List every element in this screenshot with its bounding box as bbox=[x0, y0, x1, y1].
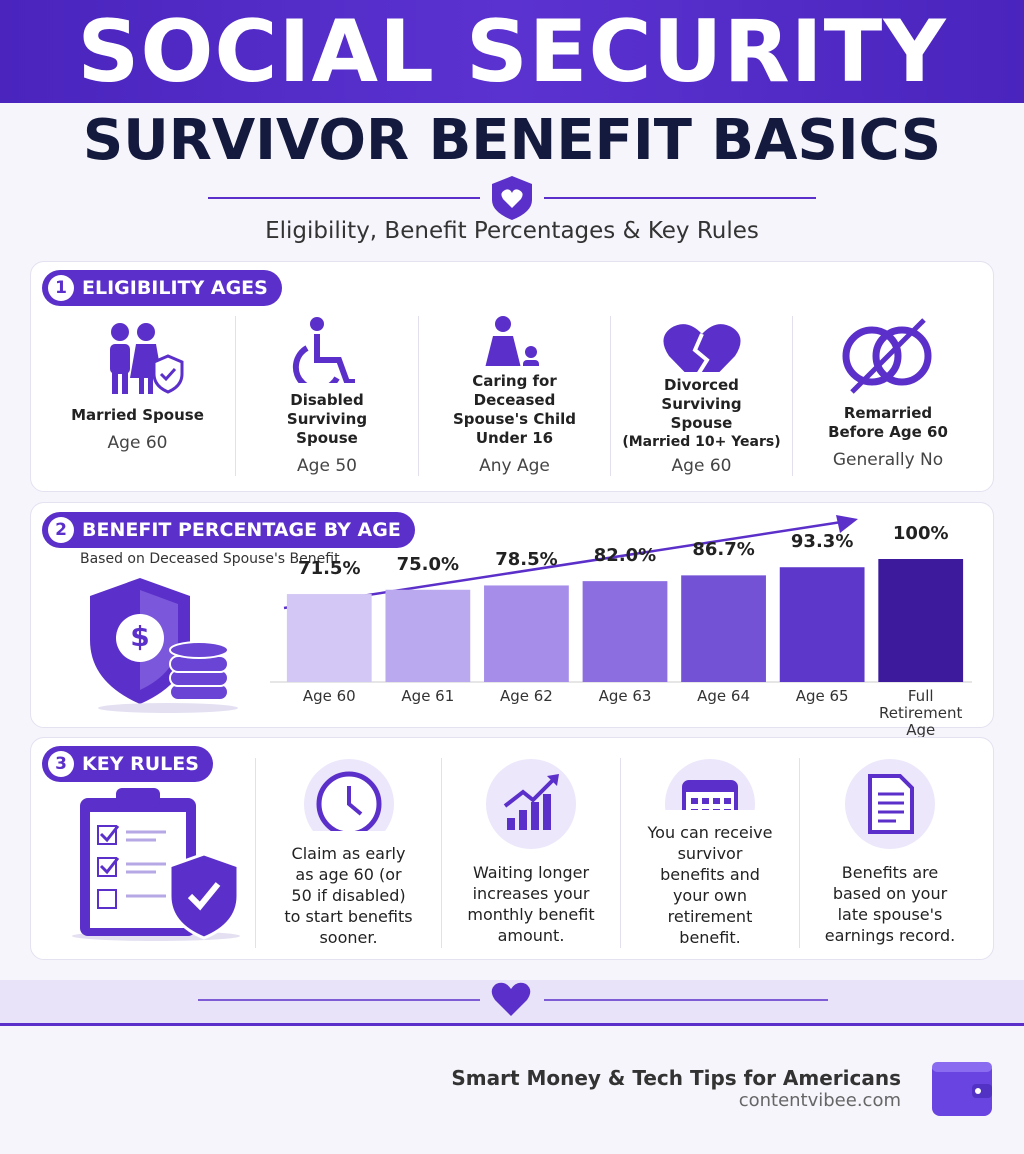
icon bbox=[109, 323, 183, 394]
eligibility-item: Married Spouse Age 60 bbox=[40, 316, 235, 476]
chart-plot bbox=[270, 515, 972, 683]
item-value: Any Age bbox=[479, 456, 550, 476]
title: SOCIAL SECURITY bbox=[77, 2, 947, 102]
rule-text: Claim as early as age 60 (or 50 if disab… bbox=[284, 844, 413, 947]
badge-number: 1 bbox=[48, 275, 74, 301]
item-note: (Married 10+ Years) bbox=[622, 434, 781, 450]
icon bbox=[842, 318, 932, 394]
icon bbox=[665, 759, 755, 810]
x-tick-label: Age 63 bbox=[598, 687, 652, 705]
bar bbox=[286, 594, 372, 682]
value-label: 78.5% bbox=[495, 549, 558, 571]
value-label: 86.7% bbox=[692, 539, 755, 561]
separator bbox=[255, 758, 256, 948]
value-label: 82.0% bbox=[593, 545, 657, 567]
item-value: Age 60 bbox=[107, 433, 168, 453]
separator bbox=[235, 316, 236, 476]
x-tick-label: Age 62 bbox=[499, 687, 553, 705]
eligibility-item: Disabled Surviving Spouse Age 50 bbox=[236, 316, 418, 476]
tagline: Eligibility, Benefit Percentages & Key R… bbox=[265, 218, 759, 244]
item-value: Age 60 bbox=[671, 456, 732, 476]
separator bbox=[792, 316, 793, 476]
bar bbox=[878, 559, 964, 682]
rule-item: You can receive survivor benefits and yo… bbox=[621, 758, 799, 948]
rule-text: Waiting longer increases your monthly be… bbox=[467, 863, 595, 945]
item-value: Age 50 bbox=[297, 456, 357, 476]
section-badge: 3 KEY RULES bbox=[42, 746, 213, 782]
separator bbox=[418, 316, 419, 476]
value-label: 75.0% bbox=[396, 553, 460, 575]
clipboard-icon bbox=[72, 788, 240, 941]
rule-item: Benefits are based on your late spouse's… bbox=[800, 758, 980, 948]
eligibility-item: Caring for Deceased Spouse's Child Under… bbox=[419, 316, 610, 476]
subtitle: SURVIVOR BENEFIT BASICS bbox=[82, 108, 942, 173]
separator bbox=[441, 758, 442, 948]
icon bbox=[303, 759, 394, 831]
badge-number: 2 bbox=[48, 517, 74, 543]
section-badge: 1 ELIGIBILITY AGES bbox=[42, 270, 282, 306]
rule-text: You can receive survivor benefits and yo… bbox=[647, 823, 773, 947]
section-badge: 2 BENEFIT PERCENTAGE BY AGE bbox=[42, 512, 415, 548]
item-label: Caring for Deceased Spouse's Child Under… bbox=[452, 372, 577, 447]
value-label: 71.5% bbox=[298, 558, 361, 580]
x-tick-label: Age 65 bbox=[795, 687, 849, 705]
rules-row: Claim as early as age 60 (or 50 if disab… bbox=[255, 758, 980, 948]
footer-site: contentvibee.com bbox=[738, 1090, 901, 1111]
bar bbox=[779, 567, 865, 682]
divider bbox=[208, 176, 816, 220]
x-tick-label: Age 61 bbox=[401, 687, 455, 705]
header-band bbox=[0, 0, 1024, 103]
section-title: ELIGIBILITY AGES bbox=[82, 277, 268, 299]
bar bbox=[582, 581, 668, 682]
x-tick-label: Age 60 bbox=[302, 687, 356, 705]
icon bbox=[292, 317, 355, 383]
badge-number: 3 bbox=[48, 751, 74, 777]
item-label: Divorced Surviving Spouse bbox=[661, 376, 742, 432]
icon bbox=[845, 759, 935, 849]
value-label: 100% bbox=[892, 523, 949, 544]
bar bbox=[385, 589, 471, 682]
section-title: KEY RULES bbox=[82, 753, 199, 775]
wallet-icon bbox=[932, 1062, 992, 1116]
item-value: Generally No bbox=[832, 450, 944, 470]
section-title: BENEFIT PERCENTAGE BY AGE bbox=[82, 519, 401, 541]
separator bbox=[620, 758, 621, 948]
section-note: Based on Deceased Spouse's Benefit bbox=[80, 551, 340, 567]
rule-item: Waiting longer increases your monthly be… bbox=[442, 758, 620, 948]
shield-coins-icon: $ bbox=[90, 578, 238, 713]
bar bbox=[484, 585, 569, 682]
footer-divider bbox=[198, 982, 828, 1016]
bar bbox=[681, 575, 766, 682]
svg-text:$: $ bbox=[130, 620, 149, 653]
rule-item: Claim as early as age 60 (or 50 if disab… bbox=[256, 758, 441, 948]
eligibility-item: Remarried Before Age 60 Generally No bbox=[793, 316, 983, 476]
arrow-head bbox=[836, 515, 858, 533]
item-label: Disabled Surviving Spouse bbox=[286, 391, 368, 447]
benefit-chart: 71.5% Age 60 75.0% Age 61 78.5% Age 62 82.0% Ag… bbox=[262, 505, 982, 739]
icon bbox=[663, 324, 740, 372]
footer-tagline: Smart Money & Tech Tips for Americans bbox=[451, 1066, 901, 1090]
item-label: Married Spouse bbox=[71, 406, 204, 424]
eligibility-row: Married Spouse Age 60 Disabled Surviving… bbox=[40, 316, 984, 476]
icon bbox=[485, 316, 539, 366]
icon bbox=[486, 759, 576, 849]
x-tick-label: Full Retirement Age bbox=[879, 687, 963, 739]
separator bbox=[799, 758, 800, 948]
rule-text: Benefits are based on your late spouse's… bbox=[824, 863, 956, 945]
x-tick-label: Age 64 bbox=[697, 687, 750, 705]
value-label: 93.3% bbox=[790, 531, 854, 553]
separator bbox=[610, 316, 611, 476]
eligibility-item: Divorced Surviving Spouse (Married 10+ Y… bbox=[611, 316, 792, 476]
item-label: Remarried Before Age 60 bbox=[828, 404, 948, 441]
